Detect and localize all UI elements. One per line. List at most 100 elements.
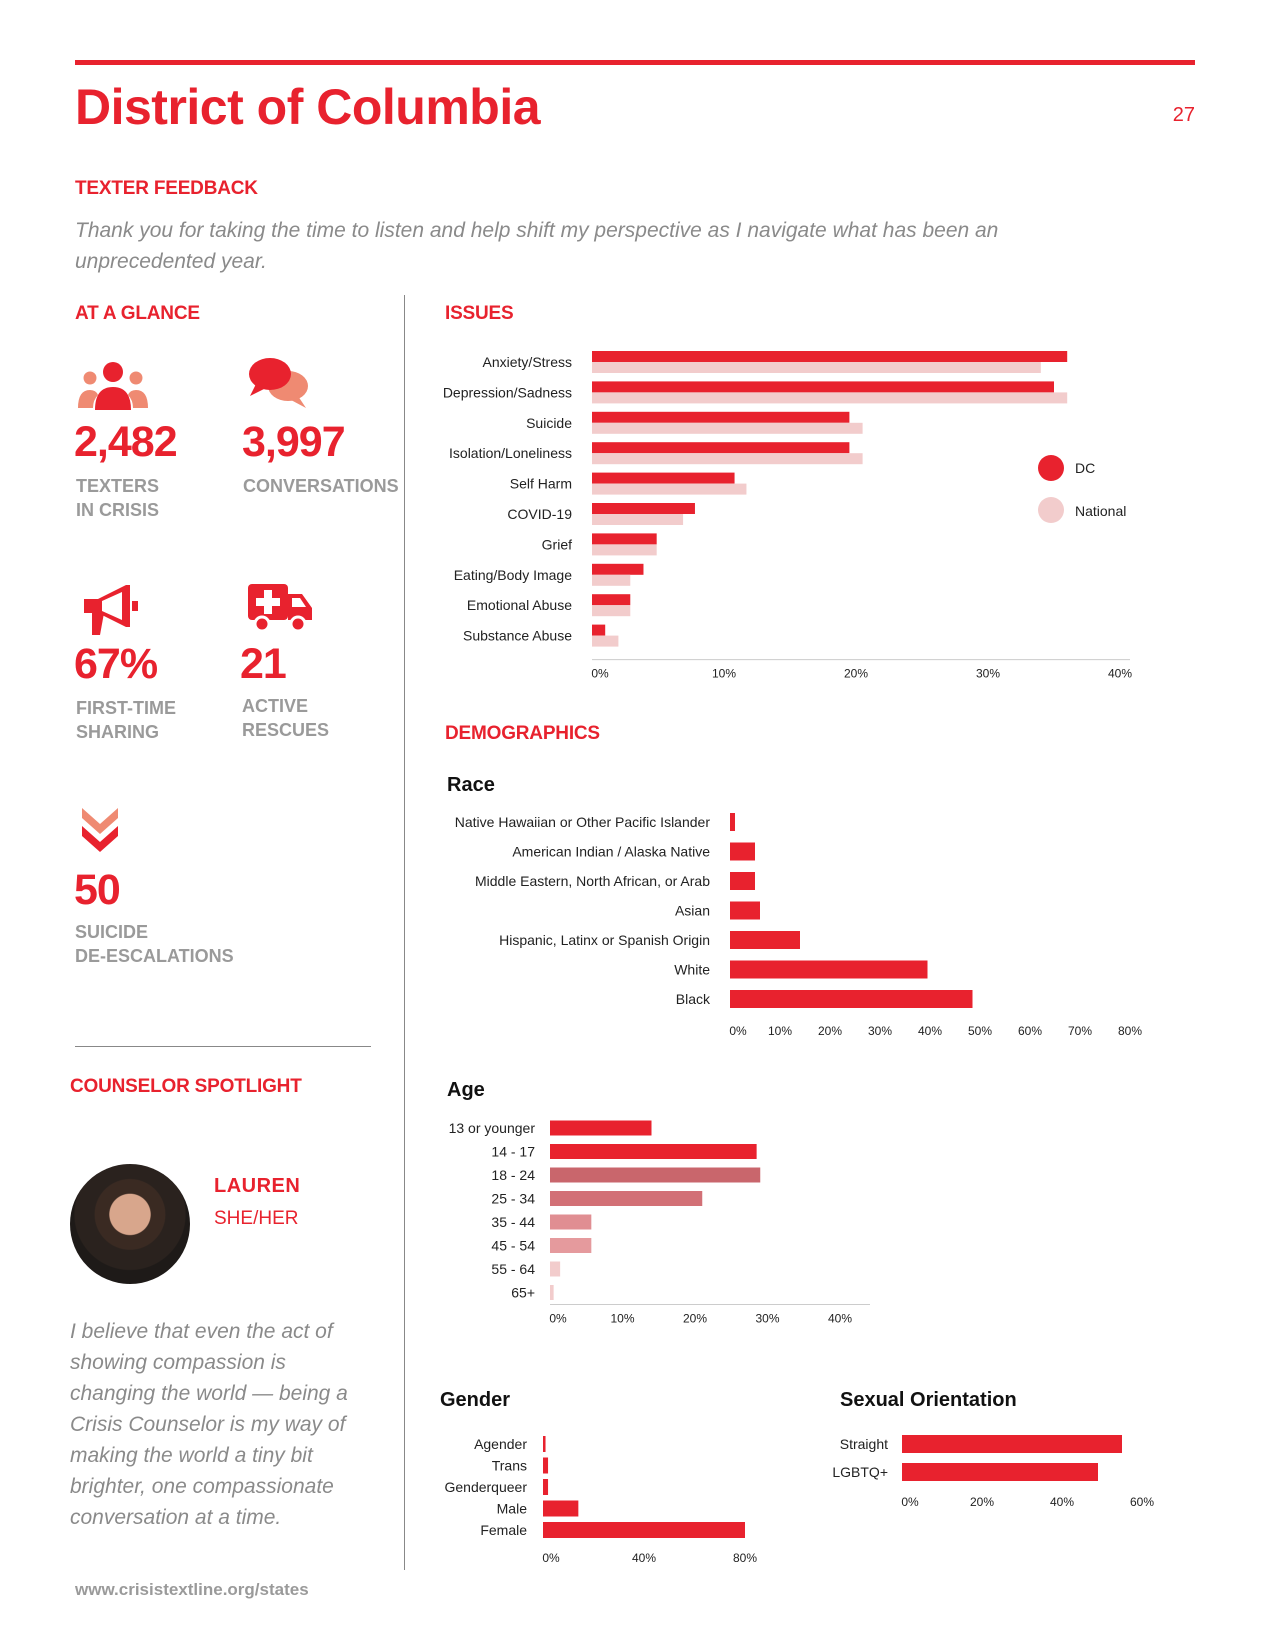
category-label: 13 or younger	[449, 1120, 536, 1136]
category-label: Depression/Sadness	[443, 384, 572, 400]
category-label: Native Hawaiian or Other Pacific Islande…	[455, 814, 711, 830]
legend-national-dot	[1038, 497, 1064, 523]
texters-in-crisis-label: TEXTERS IN CRISIS	[76, 476, 160, 520]
issues-heading: ISSUES	[445, 303, 514, 324]
counselor-spotlight-heading: COUNSELOR SPOTLIGHT	[70, 1076, 302, 1097]
category-label: Isolation/Loneliness	[449, 445, 572, 461]
category-label: 14 - 17	[491, 1144, 535, 1160]
category-label: LGBTQ+	[832, 1464, 888, 1480]
category-label: Middle Eastern, North African, or Arab	[475, 873, 710, 889]
conversations-value: 3,997	[242, 418, 346, 466]
bar	[543, 1522, 745, 1538]
bar	[550, 1144, 757, 1159]
active-rescues-label: ACTIVE RESCUES	[242, 696, 330, 740]
texter-feedback-quote: Thank you for taking the time to listen …	[75, 219, 999, 273]
bar	[543, 1500, 579, 1517]
megaphone-icon	[80, 583, 150, 637]
ambulance-icon	[246, 580, 316, 634]
category-label: Emotional Abuse	[467, 597, 572, 613]
x-tick-label: 40%	[1108, 667, 1132, 680]
vertical-divider	[404, 295, 405, 1570]
x-tick-label: 50%	[968, 1024, 992, 1035]
category-label: White	[674, 962, 710, 978]
x-tick-label: 80%	[1118, 1024, 1142, 1035]
category-label: Self Harm	[510, 476, 572, 492]
bar-national	[592, 635, 619, 647]
bar-national	[592, 453, 863, 465]
x-tick-label: 20%	[844, 667, 868, 680]
x-tick-label: 30%	[755, 1312, 779, 1326]
bar	[730, 901, 760, 920]
x-tick-label: 10%	[712, 667, 736, 680]
category-label: 18 - 24	[491, 1167, 535, 1183]
bar-national	[592, 362, 1041, 373]
counselor-quote: I believe that even the act of showing c…	[70, 1320, 348, 1529]
x-tick-label: 80%	[733, 1551, 757, 1565]
category-label: Trans	[492, 1458, 527, 1474]
horizontal-divider	[75, 1046, 371, 1047]
bar	[902, 1435, 1122, 1453]
x-tick-label: 30%	[868, 1024, 892, 1035]
demographics-heading: DEMOGRAPHICS	[445, 723, 600, 744]
x-tick-label: 20%	[970, 1495, 994, 1509]
bar	[543, 1457, 549, 1474]
category-label: American Indian / Alaska Native	[512, 844, 710, 860]
avatar	[70, 1164, 190, 1284]
category-label: Eating/Body Image	[454, 567, 573, 583]
at-a-glance-heading: AT A GLANCE	[75, 303, 200, 324]
bar-national	[592, 574, 631, 586]
age-chart: 13 or younger 14 - 17 18 - 24 25 - 34 35 - 4…	[449, 1120, 870, 1326]
footer-url: www.crisistextline.org/states	[75, 1580, 309, 1599]
bar-national	[592, 422, 863, 434]
chevron-down-double-icon	[80, 806, 150, 860]
suicide-de-escalations-value: 50	[74, 866, 121, 914]
bar	[543, 1479, 549, 1495]
first-time-sharing-value: 67%	[74, 640, 158, 688]
bar-national	[592, 392, 1068, 404]
gender-chart-title: Gender	[440, 1389, 511, 1411]
chat-bubbles-icon	[246, 356, 316, 410]
bar	[730, 813, 735, 831]
bar	[550, 1214, 592, 1230]
x-tick-label: 40%	[828, 1312, 852, 1326]
x-tick-label: 40%	[632, 1551, 656, 1565]
race-chart-title: Race	[447, 774, 495, 796]
bar-dc	[592, 624, 606, 636]
bar	[730, 842, 755, 861]
suicide-de-escalations-label: SUICIDE DE-ESCALATIONS	[75, 922, 234, 966]
x-tick-label: 20%	[683, 1312, 707, 1326]
category-label: Substance Abuse	[463, 628, 572, 644]
legend-dc-label: DC	[1075, 460, 1096, 476]
bar	[730, 931, 800, 949]
bar	[550, 1261, 561, 1277]
bar-dc	[592, 533, 657, 545]
category-label: 65+	[511, 1285, 535, 1301]
category-label: Straight	[840, 1436, 888, 1452]
x-tick-label: 60%	[1018, 1024, 1042, 1035]
gender-chart: Agender Trans Genderqueer Male Female 0% 40% 80…	[444, 1436, 757, 1565]
bar	[550, 1167, 761, 1183]
bar	[730, 872, 755, 890]
sexual-orientation-chart-title: Sexual Orientation	[840, 1389, 1017, 1411]
bar	[550, 1238, 592, 1253]
category-label: 25 - 34	[491, 1191, 535, 1207]
counselor-name: LAUREN	[214, 1175, 301, 1197]
category-label: Asian	[675, 903, 710, 919]
bar-dc	[592, 442, 850, 454]
x-tick-label: 0%	[591, 667, 609, 680]
bar-dc	[592, 351, 1068, 362]
x-tick-label: 30%	[976, 667, 1000, 680]
category-label: Female	[480, 1522, 527, 1538]
bar	[543, 1436, 546, 1452]
category-label: Agender	[474, 1436, 527, 1452]
legend-dc-dot	[1038, 455, 1064, 481]
bar-national	[592, 605, 631, 617]
legend-national-label: National	[1075, 503, 1127, 519]
bar-dc	[592, 381, 1054, 393]
x-tick-label: 0%	[549, 1312, 567, 1326]
page-title: District of Columbia	[75, 79, 541, 135]
x-tick-label: 10%	[610, 1312, 634, 1326]
bar-dc	[592, 594, 631, 606]
conversations-label: CONVERSATIONS	[243, 476, 399, 496]
x-tick-label: 0%	[542, 1551, 560, 1565]
